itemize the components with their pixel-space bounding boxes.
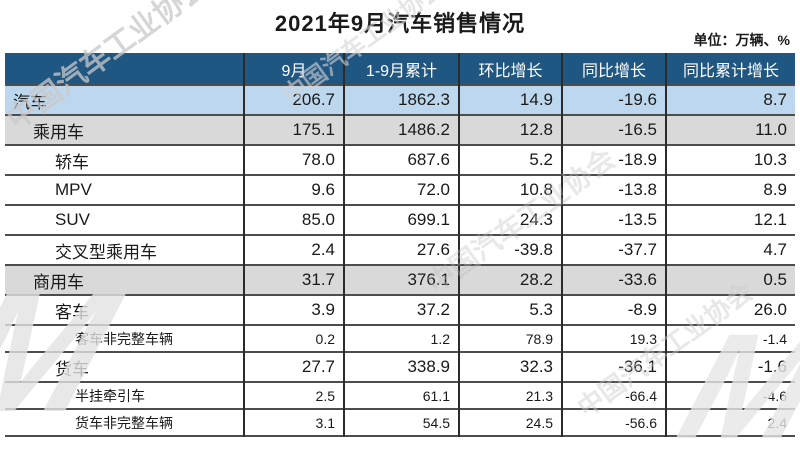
row-value: 10.3 xyxy=(665,145,795,175)
row-value: 4.7 xyxy=(665,235,795,265)
row-value: -8.9 xyxy=(561,295,666,325)
row-label: 半挂牵引车 xyxy=(5,382,244,409)
row-value: 12.8 xyxy=(458,115,562,145)
row-value: 376.1 xyxy=(343,265,459,295)
row-value: 338.9 xyxy=(343,352,459,382)
row-value: 699.1 xyxy=(343,205,459,235)
table-row: 轿车 78.0 687.6 5.2 -18.9 10.3 xyxy=(5,145,795,175)
row-value: 8.9 xyxy=(665,175,795,205)
row-value: 10.8 xyxy=(458,175,562,205)
row-label: 商用车 xyxy=(5,265,244,295)
row-value: -1.4 xyxy=(665,325,795,352)
row-label: 客车 xyxy=(5,295,244,325)
row-value: 2.4 xyxy=(665,409,795,436)
row-label: 汽车 xyxy=(5,85,244,115)
row-value: -39.8 xyxy=(458,235,562,265)
row-value: 11.0 xyxy=(665,115,795,145)
row-value: 78.0 xyxy=(243,145,344,175)
table-row: 交叉型乘用车 2.4 27.6 -39.8 -37.7 4.7 xyxy=(5,235,795,265)
row-value: -33.6 xyxy=(561,265,666,295)
row-value: 21.3 xyxy=(458,382,562,409)
row-label: MPV xyxy=(5,175,244,205)
row-value: -13.8 xyxy=(561,175,666,205)
row-value: 37.2 xyxy=(343,295,459,325)
header-row: 9月 1-9月累计 环比增长 同比增长 同比累计增长 xyxy=(5,53,795,85)
row-value: -19.6 xyxy=(561,85,666,115)
row-value: 9.6 xyxy=(243,175,344,205)
row-value: 175.1 xyxy=(243,115,344,145)
row-label: 乘用车 xyxy=(5,115,244,145)
table-row: 货车 27.7 338.9 32.3 -36.1 -1.6 xyxy=(5,352,795,382)
row-value: -13.5 xyxy=(561,205,666,235)
row-value: 2.4 xyxy=(243,235,344,265)
table-row: SUV 85.0 699.1 24.3 -13.5 12.1 xyxy=(5,205,795,235)
column-header-category xyxy=(5,53,244,85)
row-value: 0.2 xyxy=(243,325,344,352)
table-row: 半挂牵引车 2.5 61.1 21.3 -66.4 -4.6 xyxy=(5,382,795,409)
row-value: 8.7 xyxy=(665,85,795,115)
row-value: 85.0 xyxy=(243,205,344,235)
row-value: 12.1 xyxy=(665,205,795,235)
row-value: 5.3 xyxy=(458,295,562,325)
row-value: 24.3 xyxy=(458,205,562,235)
row-value: 19.3 xyxy=(561,325,666,352)
row-value: 24.5 xyxy=(458,409,562,436)
row-value: -1.6 xyxy=(665,352,795,382)
table-row: 客车非完整车辆 0.2 1.2 78.9 19.3 -1.4 xyxy=(5,325,795,352)
row-value: 32.3 xyxy=(458,352,562,382)
table-row: MPV 9.6 72.0 10.8 -13.8 8.9 xyxy=(5,175,795,205)
row-value: -66.4 xyxy=(561,382,666,409)
sales-table: 9月 1-9月累计 环比增长 同比增长 同比累计增长 汽车 206.7 1862… xyxy=(5,53,795,437)
row-value: 5.2 xyxy=(458,145,562,175)
table-row: 乘用车 175.1 1486.2 12.8 -16.5 11.0 xyxy=(5,115,795,145)
column-header-yoy-cumulative: 同比累计增长 xyxy=(665,53,795,85)
row-value: 2.5 xyxy=(243,382,344,409)
column-header-mom-growth: 环比增长 xyxy=(458,53,562,85)
row-value: 54.5 xyxy=(343,409,459,436)
row-value: 28.2 xyxy=(458,265,562,295)
row-value: 27.7 xyxy=(243,352,344,382)
row-label: 客车非完整车辆 xyxy=(5,325,244,352)
row-label: 轿车 xyxy=(5,145,244,175)
row-label: 货车 xyxy=(5,352,244,382)
row-label: SUV xyxy=(5,205,244,235)
table-row: 汽车 206.7 1862.3 14.9 -19.6 8.7 xyxy=(5,85,795,115)
unit-note: 单位：万辆、% xyxy=(693,32,790,48)
row-value: 0.5 xyxy=(665,265,795,295)
row-value: -37.7 xyxy=(561,235,666,265)
page-title: 2021年9月汽车销售情况 xyxy=(274,11,526,36)
table-body: 汽车 206.7 1862.3 14.9 -19.6 8.7 乘用车 175.1… xyxy=(5,85,795,436)
column-header-yoy-growth: 同比增长 xyxy=(561,53,666,85)
row-value: 78.9 xyxy=(458,325,562,352)
row-value: 26.0 xyxy=(665,295,795,325)
row-value: 1.2 xyxy=(343,325,459,352)
row-value: -36.1 xyxy=(561,352,666,382)
table-row: 货车非完整车辆 3.1 54.5 24.5 -56.6 2.4 xyxy=(5,409,795,436)
row-value: -18.9 xyxy=(561,145,666,175)
row-value: 206.7 xyxy=(243,85,344,115)
row-value: -4.6 xyxy=(665,382,795,409)
column-header-cumulative: 1-9月累计 xyxy=(343,53,459,85)
row-value: -56.6 xyxy=(561,409,666,436)
row-value: -16.5 xyxy=(561,115,666,145)
row-value: 72.0 xyxy=(343,175,459,205)
table-row: 客车 3.9 37.2 5.3 -8.9 26.0 xyxy=(5,295,795,325)
row-value: 31.7 xyxy=(243,265,344,295)
row-value: 14.9 xyxy=(458,85,562,115)
row-label: 交叉型乘用车 xyxy=(5,235,244,265)
row-label: 货车非完整车辆 xyxy=(5,409,244,436)
column-header-september: 9月 xyxy=(243,53,344,85)
row-value: 3.1 xyxy=(243,409,344,436)
row-value: 3.9 xyxy=(243,295,344,325)
row-value: 687.6 xyxy=(343,145,459,175)
row-value: 1862.3 xyxy=(343,85,459,115)
row-value: 27.6 xyxy=(343,235,459,265)
row-value: 1486.2 xyxy=(343,115,459,145)
table-row: 商用车 31.7 376.1 28.2 -33.6 0.5 xyxy=(5,265,795,295)
row-value: 61.1 xyxy=(343,382,459,409)
